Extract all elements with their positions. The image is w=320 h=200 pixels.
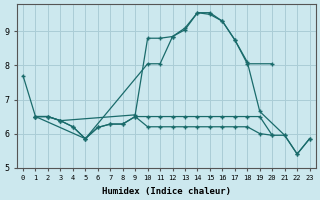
X-axis label: Humidex (Indice chaleur): Humidex (Indice chaleur) xyxy=(102,187,231,196)
